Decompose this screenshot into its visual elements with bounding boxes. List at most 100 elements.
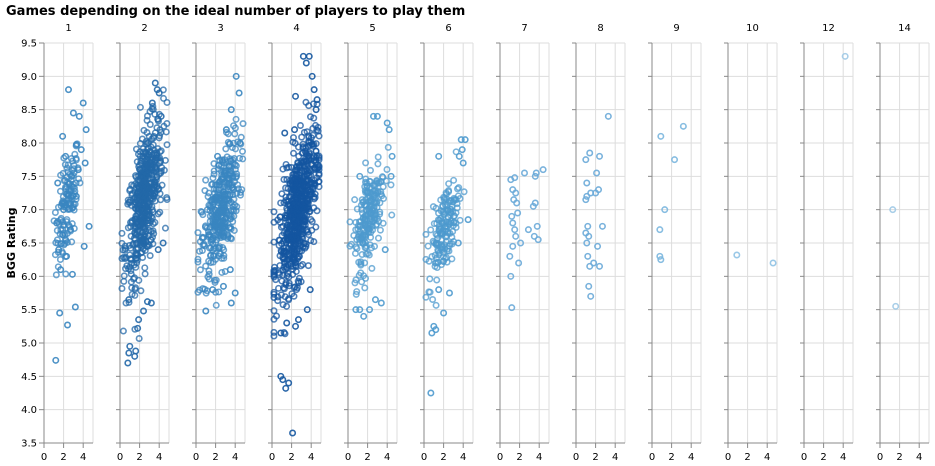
data-point bbox=[135, 334, 143, 342]
data-point bbox=[383, 119, 391, 127]
data-point bbox=[292, 322, 300, 330]
data-point bbox=[290, 292, 298, 300]
data-point bbox=[224, 185, 232, 193]
x-tick-label: 2 bbox=[288, 452, 294, 463]
data-point bbox=[64, 205, 72, 213]
data-point bbox=[582, 196, 590, 204]
data-point bbox=[54, 179, 62, 187]
data-point bbox=[362, 196, 370, 204]
data-point bbox=[232, 173, 240, 181]
data-point bbox=[69, 203, 77, 211]
data-point bbox=[439, 208, 447, 216]
data-point bbox=[295, 279, 303, 287]
data-point bbox=[239, 155, 247, 163]
facet-header-8: 8 bbox=[597, 23, 603, 34]
data-point bbox=[220, 213, 228, 221]
data-point bbox=[289, 210, 297, 218]
data-point bbox=[63, 252, 71, 260]
data-point bbox=[583, 179, 591, 187]
data-point bbox=[59, 132, 67, 140]
data-point bbox=[239, 120, 247, 128]
data-point bbox=[63, 216, 71, 224]
data-point bbox=[283, 302, 291, 310]
data-point bbox=[163, 98, 171, 106]
data-point bbox=[351, 249, 359, 257]
data-point bbox=[209, 180, 217, 188]
x-tick-label: 0 bbox=[877, 452, 883, 463]
x-tick-label: 4 bbox=[536, 452, 542, 463]
data-point bbox=[227, 299, 235, 307]
data-point bbox=[282, 196, 290, 204]
data-point bbox=[120, 277, 128, 285]
data-point bbox=[202, 176, 210, 184]
data-point bbox=[219, 191, 227, 199]
data-point bbox=[307, 188, 315, 196]
y-tick-label: 7.0 bbox=[21, 205, 37, 216]
y-tick-label: 7.5 bbox=[21, 172, 37, 183]
facet-header-14: 14 bbox=[898, 23, 911, 34]
data-point bbox=[371, 296, 379, 304]
data-point bbox=[307, 237, 315, 245]
data-point bbox=[281, 129, 289, 137]
data-point bbox=[424, 242, 432, 250]
data-point bbox=[158, 181, 166, 189]
data-point bbox=[66, 226, 74, 234]
y-tick-label: 3.5 bbox=[21, 439, 37, 450]
data-point bbox=[841, 52, 849, 60]
data-point bbox=[208, 236, 216, 244]
data-point bbox=[440, 309, 448, 317]
data-point bbox=[230, 122, 238, 130]
data-point bbox=[202, 262, 210, 270]
x-tick-label: 2 bbox=[744, 452, 750, 463]
data-point bbox=[366, 166, 374, 174]
x-tick-label: 4 bbox=[80, 452, 86, 463]
y-tick-label: 5.0 bbox=[21, 339, 37, 350]
data-point bbox=[209, 227, 217, 235]
data-point bbox=[162, 128, 170, 136]
data-point bbox=[226, 140, 234, 148]
data-point bbox=[285, 295, 293, 303]
data-point bbox=[196, 286, 204, 294]
data-point bbox=[212, 244, 220, 252]
data-point bbox=[358, 278, 366, 286]
facet-header-6: 6 bbox=[445, 23, 451, 34]
data-point bbox=[456, 216, 464, 224]
data-point bbox=[270, 263, 278, 271]
data-point bbox=[445, 180, 453, 188]
data-point bbox=[139, 221, 147, 229]
data-point bbox=[460, 188, 468, 196]
data-point bbox=[371, 190, 379, 198]
data-point bbox=[366, 306, 374, 314]
data-point bbox=[304, 196, 312, 204]
data-point bbox=[196, 247, 204, 255]
data-point bbox=[219, 282, 227, 290]
data-point bbox=[199, 211, 207, 219]
x-tick-label: 2 bbox=[896, 452, 902, 463]
data-point bbox=[231, 178, 239, 186]
data-point bbox=[225, 163, 233, 171]
data-point bbox=[351, 196, 359, 204]
data-point bbox=[137, 157, 145, 165]
data-point bbox=[439, 257, 447, 265]
data-point bbox=[312, 223, 320, 231]
data-point bbox=[426, 275, 434, 283]
x-tick-label: 2 bbox=[820, 452, 826, 463]
data-point bbox=[132, 284, 140, 292]
data-point bbox=[352, 290, 360, 298]
data-point bbox=[231, 130, 239, 138]
data-point bbox=[453, 200, 461, 208]
y-tick-label: 5.5 bbox=[21, 305, 37, 316]
data-point bbox=[118, 285, 126, 293]
data-point bbox=[427, 389, 435, 397]
data-point bbox=[60, 177, 68, 185]
facet-12: 0 2 4 12 bbox=[800, 23, 854, 463]
data-point bbox=[733, 251, 741, 259]
data-point bbox=[163, 194, 171, 202]
data-point bbox=[531, 172, 539, 180]
data-point bbox=[362, 159, 370, 167]
data-point bbox=[55, 246, 63, 254]
data-point bbox=[205, 201, 213, 209]
data-point bbox=[292, 267, 300, 275]
y-tick-label: 9.5 bbox=[21, 39, 37, 50]
data-point bbox=[227, 225, 235, 233]
